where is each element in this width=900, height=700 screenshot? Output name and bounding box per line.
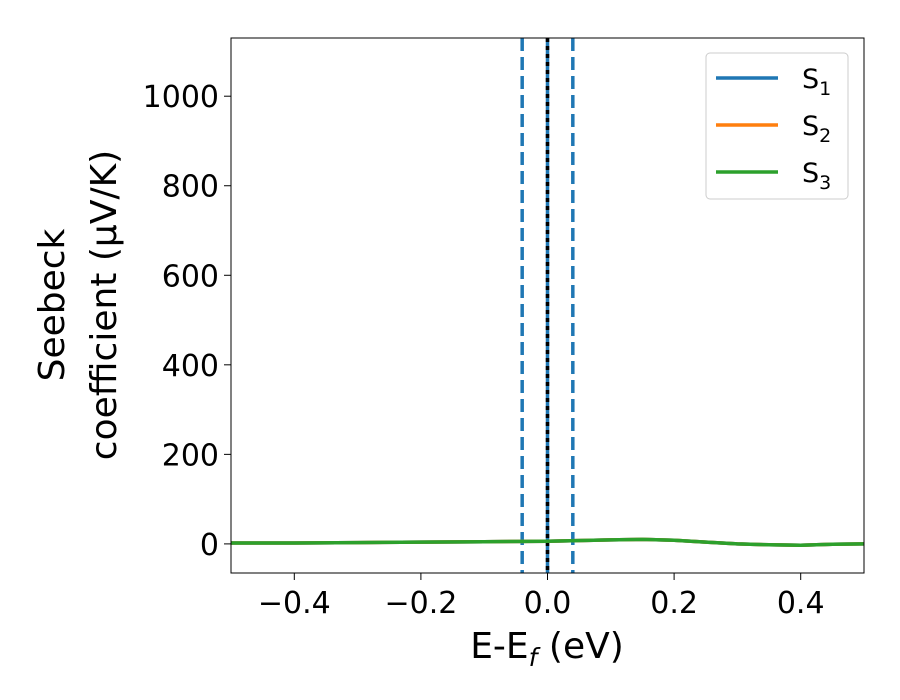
x-tick-label: −0.4 [258, 586, 331, 621]
series-line-s3 [231, 537, 864, 547]
x-tick-label: 0.2 [650, 586, 698, 621]
x-axis-title: E-Ef (eV) [470, 626, 624, 672]
y-tick-label: 600 [162, 259, 219, 294]
legend-label-s1: S1 [802, 64, 831, 100]
y-axis-ticks: 0 200 400 600 800 1000 [143, 80, 231, 563]
x-tick-label: 0.4 [777, 586, 825, 621]
y-tick-label: 200 [162, 438, 219, 473]
y-tick-label: 0 [200, 528, 219, 563]
y-tick-label: 800 [162, 170, 219, 205]
x-tick-label: −0.2 [384, 586, 457, 621]
y-tick-label: 400 [162, 349, 219, 384]
legend: S1 S2 S3 [705, 52, 849, 200]
legend-label-s3: S3 [802, 158, 831, 194]
legend-label-s2: S2 [802, 111, 831, 147]
y-axis-title-line1: Seebeck [32, 228, 73, 381]
y-axis-title-line2: coefficient (μV/K) [84, 150, 125, 460]
x-tick-label: 0.0 [524, 586, 572, 621]
x-axis-ticks: −0.4 −0.2 0.0 0.2 0.4 [258, 573, 825, 621]
reference-lines [520, 38, 575, 573]
series-lines [231, 537, 864, 547]
y-tick-label: 1000 [143, 80, 219, 115]
